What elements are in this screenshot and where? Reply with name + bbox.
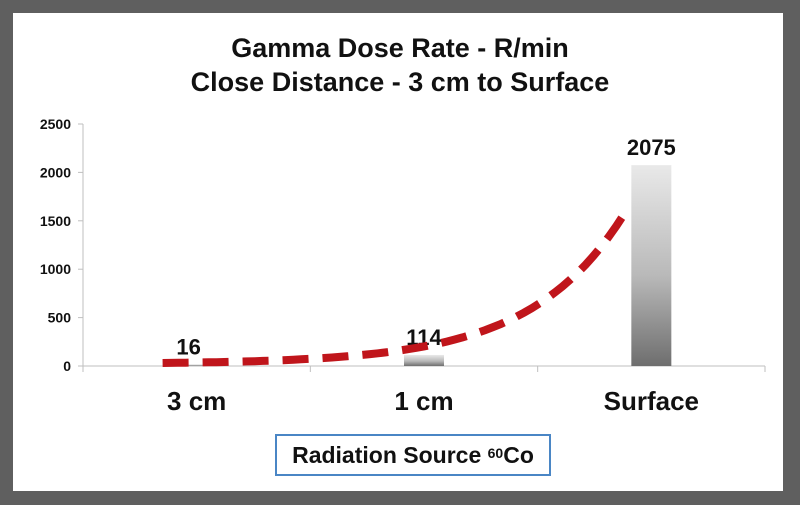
x-category-label: 3 cm [167, 386, 226, 416]
exponential-trendline [162, 211, 628, 367]
bar [404, 354, 444, 366]
source-element: Co [503, 441, 534, 468]
source-mass-number: 60 [487, 445, 504, 461]
y-tick-label: 500 [48, 310, 72, 326]
y-tick-label: 0 [63, 358, 71, 374]
y-tick-label: 2000 [40, 164, 71, 180]
x-category-label: 1 cm [394, 386, 453, 416]
bar-chart: Gamma Dose Rate - R/min Close Distance -… [40, 33, 766, 416]
y-tick-label: 1500 [40, 213, 71, 229]
chart-title-line-2: Close Distance - 3 cm to Surface [191, 67, 610, 97]
bar [631, 165, 672, 366]
source-label-prefix: Radiation Source [292, 441, 488, 468]
chart-panel: Gamma Dose Rate - R/min Close Distance -… [13, 13, 783, 491]
x-category-label: Surface [604, 386, 699, 416]
chart-title-line-1: Gamma Dose Rate - R/min [231, 33, 569, 63]
y-tick-label: 2500 [40, 116, 71, 132]
radiation-source-label: Radiation Source 60 Co [275, 434, 551, 476]
y-tick-label: 1000 [40, 261, 71, 277]
data-label: 16 [176, 334, 200, 359]
bar [176, 364, 217, 366]
data-label: 2075 [627, 135, 676, 160]
